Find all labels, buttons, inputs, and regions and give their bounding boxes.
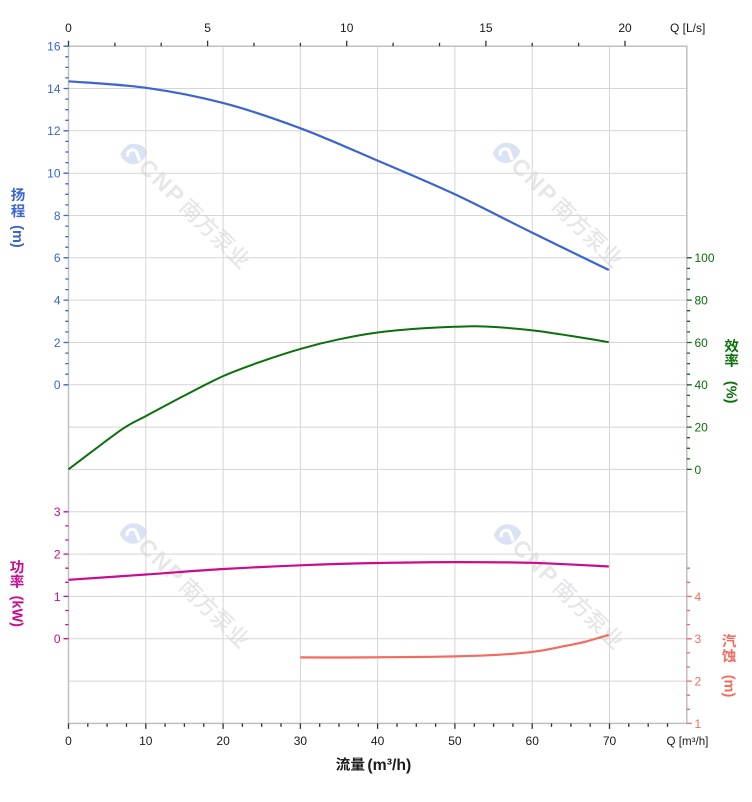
svg-text:0: 0 <box>695 463 702 477</box>
svg-text:16: 16 <box>47 40 61 54</box>
svg-text:2: 2 <box>54 548 61 562</box>
svg-text:60: 60 <box>526 734 540 748</box>
svg-text:(m): (m) <box>9 225 25 248</box>
svg-text:12: 12 <box>47 124 61 138</box>
svg-text:8: 8 <box>54 209 61 223</box>
svg-text:60: 60 <box>695 336 709 350</box>
svg-text:40: 40 <box>371 734 385 748</box>
svg-text:40: 40 <box>695 378 709 392</box>
svg-text:1: 1 <box>695 717 702 731</box>
svg-text:20: 20 <box>618 21 632 35</box>
svg-text:Q [L/s]: Q [L/s] <box>670 21 705 35</box>
svg-text:5: 5 <box>204 21 211 35</box>
svg-text:70: 70 <box>603 734 617 748</box>
svg-text:20: 20 <box>695 421 709 435</box>
svg-text:0: 0 <box>54 378 61 392</box>
svg-text:4: 4 <box>54 294 61 308</box>
svg-text:2: 2 <box>54 336 61 350</box>
svg-text:6: 6 <box>54 251 61 265</box>
svg-text:3: 3 <box>54 505 61 519</box>
svg-text:(m): (m) <box>720 675 736 698</box>
svg-text:(m³/h): (m³/h) <box>363 757 411 774</box>
svg-text:50: 50 <box>448 734 462 748</box>
svg-text:1: 1 <box>54 590 61 604</box>
svg-text:0: 0 <box>65 734 72 748</box>
svg-text:3: 3 <box>695 632 702 646</box>
svg-text:0: 0 <box>54 632 61 646</box>
svg-text:10: 10 <box>47 167 61 181</box>
svg-text:30: 30 <box>294 734 308 748</box>
svg-text:14: 14 <box>47 82 61 96</box>
svg-text:2: 2 <box>695 675 702 689</box>
svg-text:4: 4 <box>695 590 702 604</box>
svg-text:0: 0 <box>65 21 72 35</box>
svg-text:(kW): (kW) <box>8 596 24 628</box>
svg-text:20: 20 <box>216 734 230 748</box>
svg-text:Q [m³/h]: Q [m³/h] <box>667 735 709 748</box>
svg-text:10: 10 <box>139 734 153 748</box>
svg-text:100: 100 <box>695 251 715 265</box>
svg-text:80: 80 <box>695 294 709 308</box>
svg-text:15: 15 <box>479 21 493 35</box>
svg-text:10: 10 <box>340 21 354 35</box>
svg-text:(%): (%) <box>722 381 738 404</box>
